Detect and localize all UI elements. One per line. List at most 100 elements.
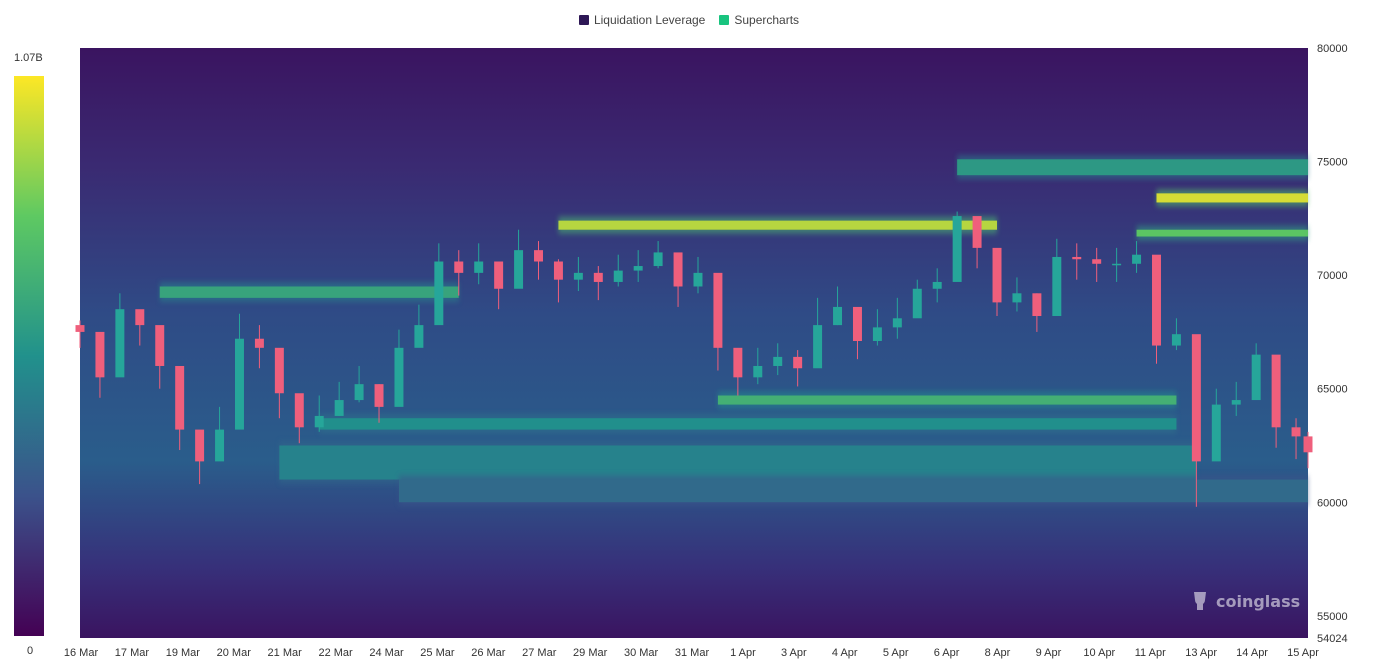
plot-background — [80, 48, 1308, 638]
x-tick-label: 11 Apr — [1135, 647, 1166, 659]
x-tick-label: 14 Apr — [1236, 647, 1268, 659]
candle-body — [573, 272, 583, 280]
candle-body — [494, 261, 504, 289]
y-tick-label: 80000 — [1317, 43, 1348, 55]
candle-body — [1052, 256, 1062, 317]
candle-body — [932, 281, 942, 289]
candle-body — [1171, 334, 1181, 346]
candle-body — [195, 429, 205, 462]
candle-body — [474, 261, 484, 273]
candle-body — [95, 331, 105, 378]
candle-body — [912, 288, 922, 319]
x-tick-label: 27 Mar — [522, 647, 557, 659]
candle-body — [713, 272, 723, 348]
x-tick-label: 10 Apr — [1083, 647, 1115, 659]
legend: Liquidation Leverage Supercharts — [0, 13, 1378, 27]
x-tick-label: 15 Apr — [1287, 647, 1319, 659]
y-tick-label: 65000 — [1317, 384, 1348, 396]
candle-body — [852, 306, 862, 342]
candle-body — [135, 309, 145, 326]
candle-body — [1271, 354, 1281, 428]
liquidation-band-core — [1136, 229, 1308, 237]
candle-body — [314, 415, 324, 428]
candle-body — [833, 306, 843, 326]
x-tick-label: 9 Apr — [1036, 647, 1062, 659]
candle-body — [693, 272, 703, 287]
y-tick-label: 55000 — [1317, 611, 1348, 623]
candle-body — [813, 325, 823, 369]
candle-body — [454, 261, 464, 273]
liquidation-band-core — [1156, 193, 1308, 203]
candle-body — [294, 393, 304, 428]
watermark: coinglass — [1190, 590, 1300, 612]
price-candles — [75, 211, 1313, 507]
colorbar — [14, 76, 44, 636]
legend-label-supercharts: Supercharts — [734, 13, 800, 27]
y-tick-label: 54024 — [1317, 633, 1348, 645]
x-tick-label: 6 Apr — [934, 647, 960, 659]
candle-body — [234, 338, 244, 430]
legend-item-liquidation-leverage[interactable]: Liquidation Leverage — [578, 13, 706, 27]
x-tick-label: 3 Apr — [781, 647, 807, 659]
legend-swatch-supercharts — [719, 15, 730, 25]
watermark-text: coinglass — [1216, 591, 1301, 611]
candle-body — [274, 347, 284, 394]
x-tick-label: 19 Mar — [166, 647, 201, 659]
candle-body — [155, 325, 165, 366]
liquidation-band-core — [717, 395, 1177, 405]
candle-body — [394, 347, 404, 407]
x-tick-label: 21 Mar — [268, 647, 303, 659]
candle-body — [753, 365, 763, 378]
candle-body — [1032, 293, 1042, 317]
candle-body — [1251, 354, 1261, 401]
candle-body — [1191, 334, 1201, 462]
candle-body — [593, 272, 603, 282]
candle-body — [1303, 436, 1313, 453]
candle-body — [534, 250, 543, 262]
x-tick-label: 26 Mar — [471, 647, 506, 659]
liquidation-band-core — [398, 479, 1308, 503]
legend-label-liquidation-leverage: Liquidation Leverage — [593, 13, 706, 27]
candle-body — [1291, 427, 1301, 437]
candle-body — [434, 261, 444, 326]
candle-body — [1152, 254, 1161, 346]
y-tick-label: 75000 — [1317, 157, 1348, 169]
x-tick-label: 16 Mar — [64, 647, 99, 659]
candle-body — [354, 384, 364, 401]
candle-body — [673, 252, 683, 287]
candle-body — [733, 347, 743, 378]
candle-body — [793, 356, 803, 369]
candle-body — [334, 400, 344, 416]
candle-body — [633, 266, 643, 271]
candle-body — [892, 318, 902, 328]
y-tick-label: 70000 — [1317, 270, 1348, 282]
coinglass-logo-icon — [1194, 592, 1206, 610]
y-axis: 80000 75000 70000 65000 60000 55000 54024 — [1317, 43, 1348, 645]
x-tick-label: 31 Mar — [675, 647, 710, 659]
colorbar-min-label: 0 — [27, 645, 34, 657]
candle-body — [992, 247, 1002, 303]
legend-swatch-liquidation-leverage — [578, 15, 589, 25]
x-tick-label: 4 Apr — [832, 647, 858, 659]
candle-body — [254, 338, 264, 348]
legend-item-supercharts[interactable]: Supercharts — [719, 13, 799, 27]
liquidation-band-core — [558, 220, 998, 230]
candle-body — [175, 365, 185, 430]
x-tick-label: 5 Apr — [883, 647, 909, 659]
x-tick-label: 8 Apr — [985, 647, 1011, 659]
liquidation-band-core — [279, 445, 1197, 480]
candle-body — [1092, 259, 1102, 264]
candle-body — [215, 429, 225, 462]
candle-body — [1132, 254, 1142, 264]
liquidation-band-core — [159, 286, 459, 298]
candle-body — [952, 216, 962, 282]
x-tick-label: 22 Mar — [318, 647, 353, 659]
candle-body — [1012, 293, 1022, 303]
y-tick-label: 60000 — [1317, 497, 1348, 509]
candle-body — [414, 325, 424, 348]
x-tick-label: 24 Mar — [369, 647, 404, 659]
liquidation-bands — [159, 155, 1308, 507]
x-tick-label: 29 Mar — [573, 647, 608, 659]
